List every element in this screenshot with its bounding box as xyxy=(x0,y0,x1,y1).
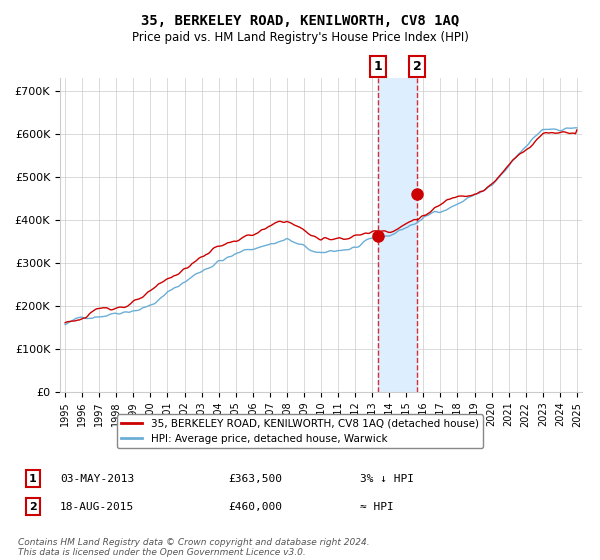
Text: Contains HM Land Registry data © Crown copyright and database right 2024.
This d: Contains HM Land Registry data © Crown c… xyxy=(18,538,370,557)
Text: 1: 1 xyxy=(29,474,37,484)
Bar xyxy=(378,78,417,392)
Legend: 35, BERKELEY ROAD, KENILWORTH, CV8 1AQ (detached house), HPI: Average price, det: 35, BERKELEY ROAD, KENILWORTH, CV8 1AQ (… xyxy=(117,414,483,448)
Text: 03-MAY-2013: 03-MAY-2013 xyxy=(60,474,134,484)
Text: £460,000: £460,000 xyxy=(228,502,282,512)
Text: 3% ↓ HPI: 3% ↓ HPI xyxy=(360,474,414,484)
Text: 1: 1 xyxy=(374,60,382,73)
Text: 2: 2 xyxy=(413,60,421,73)
Text: £363,500: £363,500 xyxy=(228,474,282,484)
Text: 35, BERKELEY ROAD, KENILWORTH, CV8 1AQ: 35, BERKELEY ROAD, KENILWORTH, CV8 1AQ xyxy=(141,14,459,28)
Text: Price paid vs. HM Land Registry's House Price Index (HPI): Price paid vs. HM Land Registry's House … xyxy=(131,31,469,44)
Text: 18-AUG-2015: 18-AUG-2015 xyxy=(60,502,134,512)
Text: 2: 2 xyxy=(29,502,37,512)
Text: ≈ HPI: ≈ HPI xyxy=(360,502,394,512)
